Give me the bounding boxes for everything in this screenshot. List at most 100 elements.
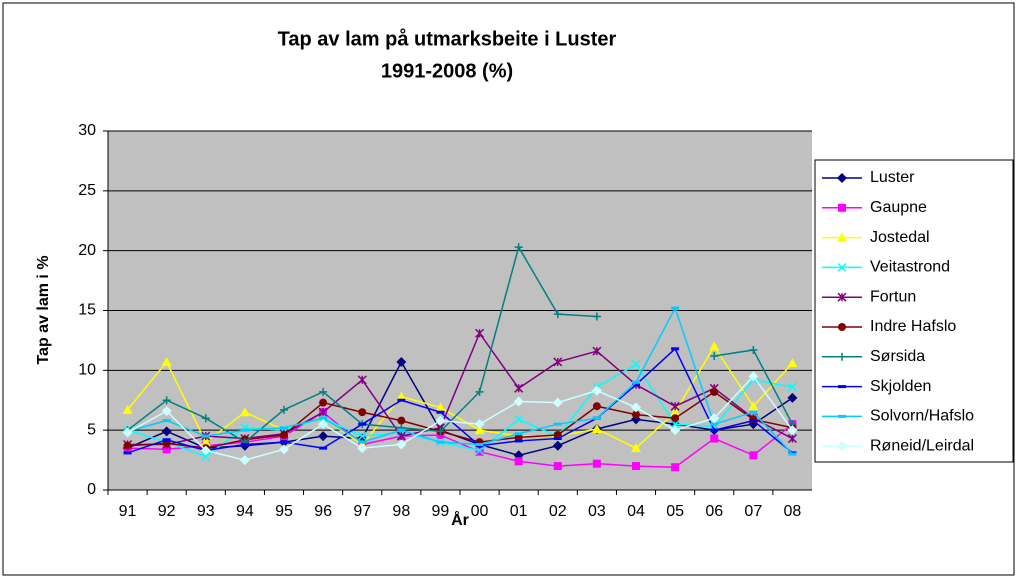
marker: [396, 391, 407, 401]
legend-label: Røneid/Leirdal: [870, 437, 974, 454]
marker: [397, 398, 406, 402]
legend-label: Skjolden: [870, 378, 931, 395]
marker: [631, 443, 641, 453]
legend-label: Luster: [870, 169, 915, 186]
marker: [475, 443, 484, 447]
marker: [279, 444, 289, 455]
marker: [749, 410, 758, 414]
marker: [632, 383, 640, 387]
marker: [787, 382, 797, 392]
x-tick-label: 91: [119, 503, 137, 520]
marker: [592, 416, 601, 420]
marker: [474, 419, 485, 430]
marker: [436, 440, 445, 444]
marker: [671, 306, 680, 310]
legend-box: [814, 159, 1014, 463]
marker: [280, 426, 288, 430]
legend-label: Fortun: [870, 288, 916, 305]
marker: [357, 431, 367, 441]
marker: [748, 401, 759, 411]
marker: [436, 427, 445, 436]
marker: [749, 419, 758, 423]
marker: [787, 358, 798, 368]
x-tick-label: 02: [549, 503, 567, 520]
marker: [787, 392, 798, 403]
y-tick-label: 20: [78, 242, 96, 259]
marker: [671, 347, 680, 351]
legend-label: Solvorn/Hafslo: [870, 408, 974, 425]
marker: [631, 402, 641, 413]
marker: [632, 462, 640, 471]
x-tick-label: 06: [705, 503, 723, 520]
x-tick-label: 08: [784, 503, 802, 520]
marker: [200, 445, 211, 456]
series-line: [127, 363, 793, 458]
marker: [749, 451, 758, 460]
marker: [240, 428, 249, 432]
marker: [670, 425, 681, 436]
marker: [318, 431, 329, 442]
marker: [592, 402, 601, 411]
x-tick-label: 98: [392, 503, 410, 520]
marker: [670, 407, 681, 417]
marker: [396, 431, 406, 441]
x-tick-label: 94: [236, 503, 254, 520]
marker: [161, 406, 172, 417]
marker: [838, 385, 846, 389]
marker: [837, 262, 847, 272]
marker: [710, 434, 719, 443]
marker: [591, 385, 602, 396]
marker: [838, 414, 846, 418]
marker: [671, 414, 680, 423]
marker: [162, 439, 171, 448]
series-line: [127, 306, 793, 455]
marker: [396, 356, 407, 367]
marker: [435, 415, 446, 426]
marker: [670, 401, 680, 411]
marker: [357, 375, 367, 385]
legend-label: Jostedal: [870, 229, 930, 246]
y-tick-label: 5: [87, 421, 96, 438]
legend-label: Sørsida: [870, 348, 925, 365]
marker: [162, 419, 171, 423]
marker: [240, 443, 249, 447]
marker: [514, 432, 523, 436]
y-tick-label: 0: [87, 481, 96, 498]
marker: [435, 402, 446, 412]
marker: [787, 434, 797, 444]
legend-label: Indre Hafslo: [870, 318, 956, 335]
marker: [553, 462, 562, 471]
marker: [748, 371, 759, 382]
marker: [475, 447, 484, 456]
marker: [280, 430, 288, 439]
marker: [710, 422, 719, 426]
marker: [280, 440, 288, 444]
x-tick-label: 00: [471, 503, 489, 520]
x-tick-label: 99: [432, 503, 450, 520]
marker: [710, 428, 719, 432]
marker: [553, 310, 562, 319]
marker: [553, 437, 562, 441]
legend-label: Veitastrond: [870, 259, 950, 276]
chart-title: Tap av lam på utmarksbeite i Luster: [278, 27, 617, 50]
marker: [592, 346, 602, 356]
x-tick-label: 95: [275, 503, 293, 520]
marker: [709, 413, 720, 424]
marker: [162, 396, 171, 405]
marker: [710, 351, 719, 360]
x-tick-label: 07: [744, 503, 762, 520]
marker: [162, 438, 171, 442]
marker: [671, 463, 680, 472]
marker: [201, 451, 211, 462]
marker: [710, 387, 719, 396]
marker: [591, 423, 602, 433]
marker: [318, 419, 329, 430]
marker: [787, 425, 798, 436]
marker: [709, 341, 720, 351]
marker: [397, 416, 406, 425]
x-tick-label: 04: [627, 503, 645, 520]
marker: [553, 422, 562, 426]
marker: [122, 404, 133, 414]
